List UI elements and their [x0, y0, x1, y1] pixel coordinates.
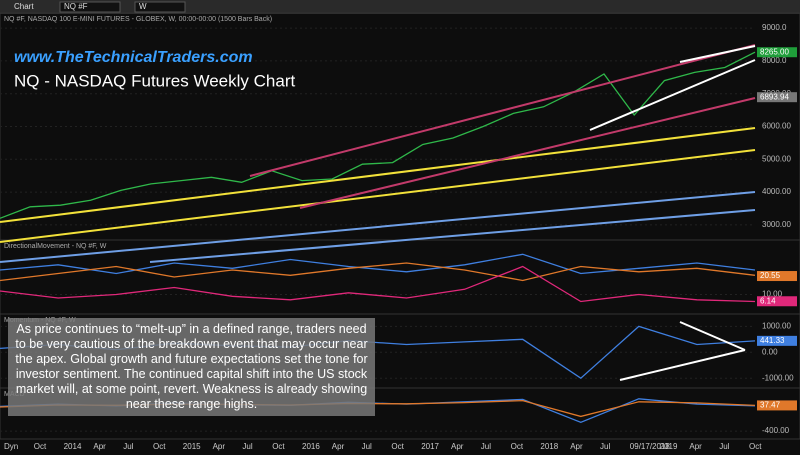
x-tick-label: 2018 — [540, 442, 558, 451]
x-tick-label: Oct — [34, 442, 47, 451]
price-badge — [757, 92, 797, 103]
x-tick-label: 09/17/2018 — [630, 442, 671, 451]
x-tick-label: 2015 — [183, 442, 201, 451]
x-tick-label: Jul — [481, 442, 491, 451]
trend-lines — [0, 44, 756, 381]
y-tick-label: 9000.0 — [762, 23, 787, 32]
price-badge-label: 20.55 — [760, 271, 781, 280]
x-tick-label: Dyn — [4, 442, 18, 451]
x-tick-label: Jul — [242, 442, 252, 451]
price-badge — [757, 400, 797, 411]
symbol[interactable]: NQ #F — [64, 2, 88, 11]
panel-title: DirectionalMovement - NQ #F, W — [4, 243, 107, 250]
x-tick-label: Apr — [332, 442, 345, 451]
interval[interactable]: W — [139, 2, 147, 11]
interval-box[interactable] — [134, 1, 186, 13]
x-tick-label: 2014 — [64, 442, 82, 451]
panel-title: NQ #F, NASDAQ 100 E-MINI FUTURES - GLOBE… — [4, 16, 272, 23]
price-badge — [757, 335, 797, 346]
y-tick-label: 4000.00 — [762, 187, 791, 196]
symbol-box[interactable] — [59, 1, 121, 13]
y-tick-label: 6000.00 — [762, 122, 791, 131]
series-line — [0, 253, 756, 275]
window-title: Chart — [14, 2, 34, 11]
price-badge-label: 441.33 — [760, 336, 785, 345]
x-tick-label: Oct — [272, 442, 285, 451]
series-line — [0, 51, 756, 219]
price-badge — [757, 47, 797, 58]
y-tick-label: 1000.00 — [762, 321, 791, 330]
x-tick-label: Apr — [213, 442, 226, 451]
price-badge-label: 37.47 — [760, 401, 781, 410]
x-tick-label: Oct — [153, 442, 166, 451]
y-tick-label: 8000.0 — [762, 56, 787, 65]
y-tick-label: -1000.00 — [762, 373, 794, 382]
x-tick-label: 2017 — [421, 442, 439, 451]
y-tick-label: 3000.00 — [762, 220, 791, 229]
annotation: As price continues to “melt-up” in a def… — [8, 318, 375, 416]
x-tick-label: Jul — [362, 442, 372, 451]
price-badge — [757, 296, 797, 307]
x-tick-label: Jul — [719, 442, 729, 451]
x-tick-label: Apr — [570, 442, 583, 451]
price-badge-label: 6893.94 — [760, 92, 789, 101]
y-tick-label: 5000.00 — [762, 154, 791, 163]
x-tick-label: Oct — [391, 442, 404, 451]
x-tick-label: 2016 — [302, 442, 320, 451]
panel — [0, 387, 800, 440]
x-tick-label: Oct — [511, 442, 524, 451]
x-tick-label: Jul — [123, 442, 133, 451]
x-tick-label: Apr — [689, 442, 702, 451]
price-badge-label: 6.14 — [760, 296, 776, 305]
toolbar — [0, 0, 800, 14]
watermark: www.TheTechnicalTraders.com — [14, 49, 253, 66]
x-tick-label: 2019 — [660, 442, 678, 451]
x-tick-label: Oct — [749, 442, 762, 451]
y-tick-label: 0.00 — [762, 347, 778, 356]
headline: NQ - NASDAQ Futures Weekly Chart — [14, 71, 295, 90]
y-tick-label: 10.00 — [762, 290, 783, 299]
price-badge — [757, 271, 797, 282]
price-badge-label: 8265.00 — [760, 47, 789, 56]
y-tick-label: -400.00 — [762, 426, 790, 435]
series-line — [0, 265, 756, 303]
series-line — [0, 262, 756, 282]
x-tick-label: Apr — [451, 442, 464, 451]
x-tick-label: Apr — [93, 442, 106, 451]
x-tick-label: Jul — [600, 442, 610, 451]
